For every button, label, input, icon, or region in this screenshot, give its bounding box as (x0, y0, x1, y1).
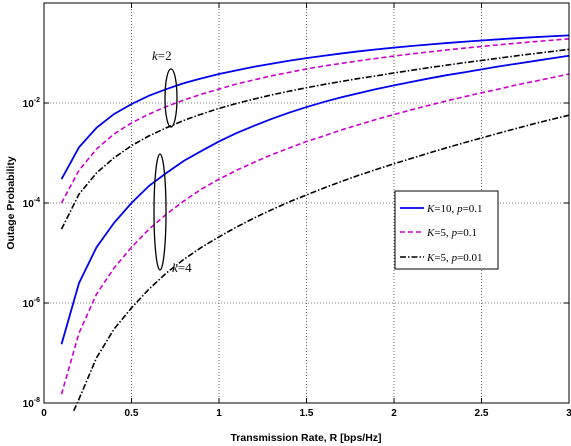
y-tick-label: 10-4 (23, 197, 40, 210)
series-line-4 (60, 73, 570, 395)
annotation-ellipse-k2 (164, 68, 178, 128)
series-line-0 (60, 34, 570, 180)
y-tick-label: 10-2 (23, 97, 40, 110)
series-layer (60, 34, 570, 412)
x-tick-label: 2 (391, 408, 397, 419)
x-tick-label: 0 (41, 408, 47, 419)
x-tick-label: 2.5 (475, 408, 489, 419)
x-tick-label: 1.5 (300, 408, 314, 419)
legend: K=10, p=0.1 K=5, p=0.1 K=5, p=0.01 (394, 190, 499, 270)
series-line-2 (60, 48, 570, 230)
annotation-ellipse-k4 (153, 153, 167, 271)
legend-label-0: K=10, p=0.1 (426, 203, 483, 215)
y-axis-label: Outage Probability (5, 156, 17, 250)
series-line-5 (73, 114, 570, 412)
series-line-1 (60, 38, 570, 204)
annotation-label-k4: k=4 (172, 260, 192, 275)
axis-ticks: 0 0.5 1 1.5 2 2.5 3 10-8 10-6 10-4 10-2 (23, 3, 571, 419)
series-line-3 (60, 54, 570, 345)
x-tick-label: 3 (566, 408, 571, 419)
y-tick-label: 10-8 (23, 397, 40, 410)
x-tick-label: 1 (216, 408, 222, 419)
legend-box (394, 190, 499, 270)
annotations: k=2 k=4 (152, 48, 192, 275)
x-tick-label: 0.5 (125, 408, 139, 419)
legend-label-1: K=5, p=0.1 (426, 227, 477, 239)
y-tick-label: 10-6 (23, 297, 40, 310)
annotation-label-k2: k=2 (152, 48, 172, 63)
legend-label-2: K=5, p=0.01 (426, 252, 483, 264)
x-axis-label: Transmission Rate, R [bps/Hz] (230, 432, 381, 444)
